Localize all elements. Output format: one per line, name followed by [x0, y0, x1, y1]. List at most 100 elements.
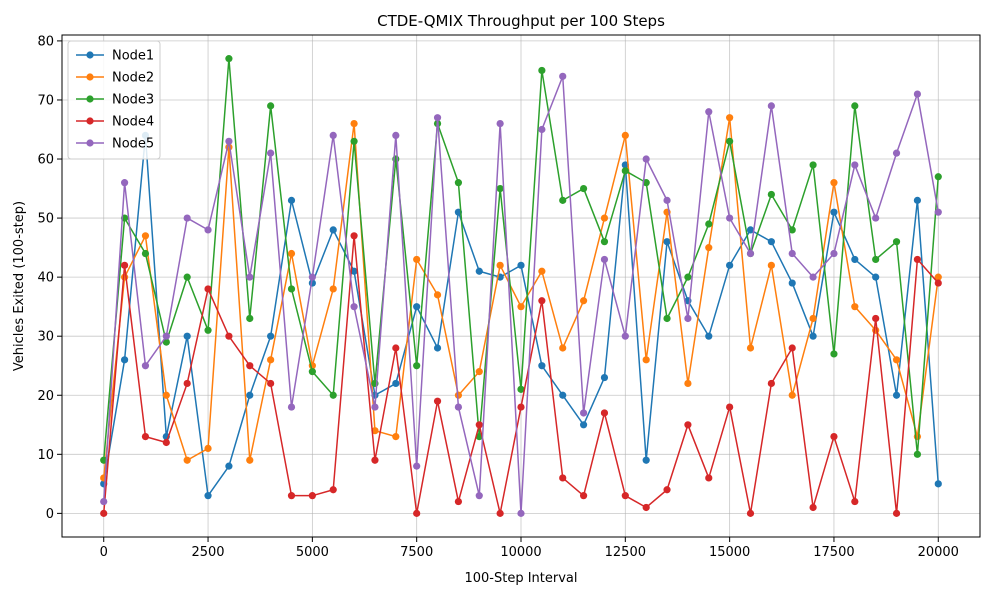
data-point: [767, 190, 775, 199]
data-point: [642, 356, 650, 364]
data-point: [809, 314, 817, 323]
data-point: [851, 102, 859, 110]
x-axis-title: 100-Step Interval: [464, 571, 577, 586]
data-point: [120, 356, 129, 364]
y-tick-label: 60: [37, 153, 54, 168]
data-point: [454, 497, 463, 506]
x-tick-label: 20000: [918, 545, 959, 560]
data-point: [120, 273, 129, 281]
data-point: [496, 184, 504, 193]
data-point: [413, 362, 421, 370]
data-point: [767, 102, 775, 110]
data-point: [371, 456, 379, 464]
data-point: [579, 421, 588, 429]
y-tick-label: 40: [37, 271, 54, 286]
data-point: [204, 285, 212, 293]
data-point: [350, 119, 358, 128]
data-point: [726, 403, 734, 411]
data-point: [433, 114, 442, 122]
data-point: [267, 332, 275, 340]
data-point: [517, 509, 525, 517]
data-point: [726, 114, 734, 122]
data-point: [830, 249, 838, 258]
x-tick-label: 0: [100, 545, 108, 560]
data-point: [225, 332, 233, 340]
data-point: [287, 403, 296, 411]
x-tick-label: 10000: [500, 545, 541, 560]
data-point: [830, 208, 838, 216]
data-point: [621, 161, 629, 169]
y-tick-label: 30: [37, 330, 54, 345]
data-point: [308, 273, 316, 281]
data-point: [392, 131, 400, 139]
data-point: [204, 444, 212, 453]
data-point: [621, 492, 629, 500]
data-point: [225, 55, 233, 63]
data-point: [705, 474, 713, 482]
x-tick-label: 7500: [400, 545, 433, 560]
data-point: [496, 261, 504, 269]
legend-item: Node3: [76, 93, 154, 108]
data-point: [329, 391, 337, 399]
data-point: [141, 362, 150, 370]
data-point: [913, 450, 922, 458]
data-point: [413, 255, 421, 264]
data-point: [308, 492, 316, 500]
data-point: [204, 326, 212, 334]
data-point: [329, 131, 337, 139]
legend-label: Node2: [112, 71, 154, 86]
data-point: [809, 273, 817, 281]
data-point: [225, 137, 233, 145]
data-point: [538, 297, 546, 305]
data-point: [413, 303, 421, 311]
data-point: [851, 161, 859, 169]
data-point: [141, 249, 150, 258]
data-point: [100, 497, 108, 506]
legend-marker: [86, 95, 94, 103]
data-point: [892, 356, 901, 364]
data-point: [246, 273, 254, 281]
x-tick-label: 15000: [709, 545, 750, 560]
data-point: [851, 255, 859, 264]
data-point: [579, 492, 588, 500]
data-point: [141, 433, 150, 441]
data-point: [559, 391, 567, 399]
data-point: [392, 344, 400, 352]
data-point: [579, 409, 588, 417]
data-point: [538, 125, 546, 134]
series-node4: [100, 232, 942, 517]
data-point: [788, 391, 796, 399]
data-point: [559, 196, 567, 204]
data-point: [621, 167, 629, 175]
data-point: [433, 344, 442, 352]
data-point: [475, 492, 483, 500]
data-point: [621, 332, 629, 340]
data-point: [892, 391, 901, 399]
data-point: [350, 137, 358, 145]
data-point: [183, 379, 191, 388]
legend-item: Node2: [76, 71, 154, 86]
data-point: [475, 421, 483, 429]
data-point: [726, 261, 734, 269]
data-point: [642, 503, 650, 512]
data-point: [913, 255, 922, 264]
data-point: [913, 90, 922, 98]
data-point: [872, 255, 880, 264]
data-point: [392, 379, 400, 388]
y-tick-label: 0: [46, 507, 54, 522]
data-point: [183, 332, 191, 340]
data-point: [287, 196, 296, 204]
data-point: [767, 238, 775, 246]
data-point: [892, 238, 901, 246]
y-tick-label: 80: [37, 34, 54, 49]
legend-marker: [86, 139, 94, 147]
data-point: [496, 509, 504, 517]
x-tick-label: 12500: [605, 545, 646, 560]
data-point: [162, 338, 170, 346]
data-point: [788, 249, 796, 258]
data-point: [246, 362, 254, 370]
data-point: [413, 462, 421, 470]
data-point: [579, 297, 588, 305]
data-point: [183, 273, 191, 281]
